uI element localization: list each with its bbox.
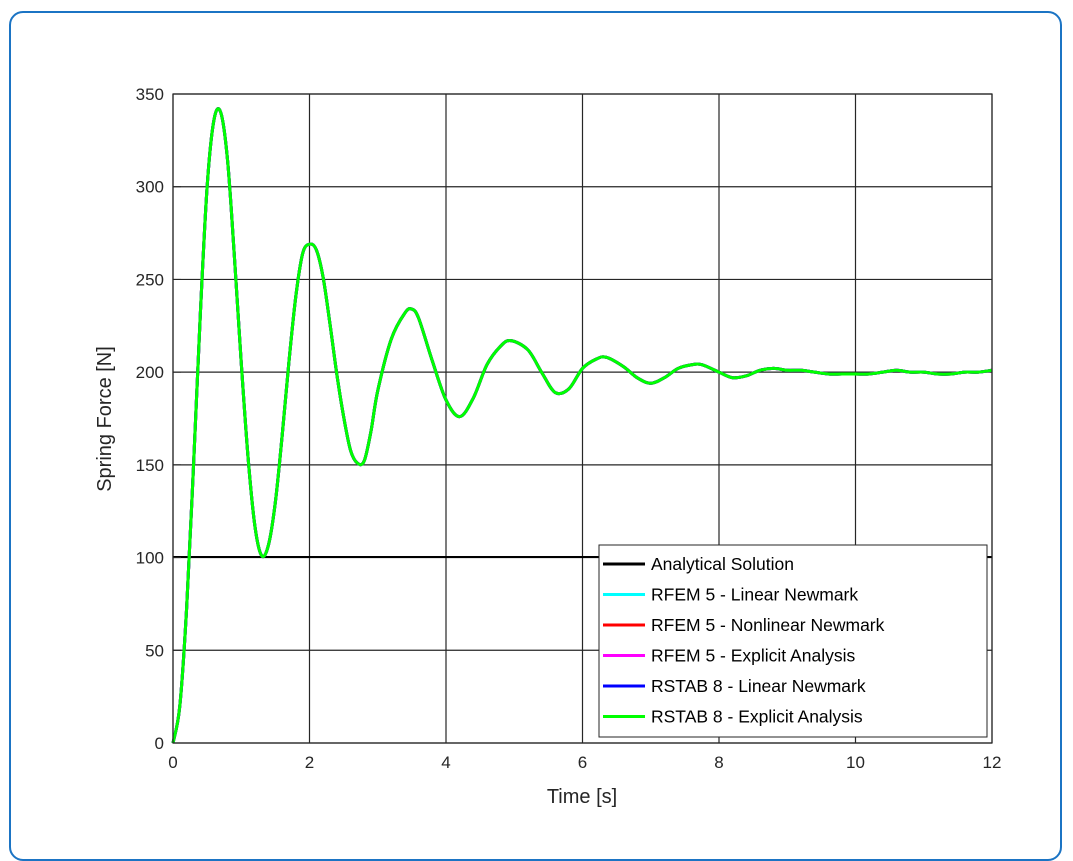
y-tick-label: 200 (136, 363, 164, 382)
legend-box (598, 544, 988, 738)
x-tick-label: 12 (983, 753, 1002, 772)
x-tick-label: 4 (441, 753, 450, 772)
series-line-rstab-8-explicit-analysis (171, 107, 993, 744)
legend-entry-label: RFEM 5 - Explicit Analysis (651, 646, 855, 666)
x-tick-label: 8 (714, 753, 723, 772)
legend-entry-label: RSTAB 8 - Linear Newmark (651, 676, 866, 696)
legend-entry-label: RSTAB 8 - Explicit Analysis (651, 707, 863, 727)
legend-entry-label: RFEM 5 - Linear Newmark (651, 585, 858, 605)
x-tick-label: 0 (168, 753, 177, 772)
y-axis-label: Spring Force [N] (94, 346, 116, 492)
y-tick-label: 100 (136, 549, 164, 568)
y-tick-label: 150 (136, 456, 164, 475)
x-axis-label: Time [s] (547, 786, 617, 808)
y-tick-label: 0 (155, 734, 164, 753)
y-tick-label: 50 (145, 641, 164, 660)
y-tick-label: 350 (136, 85, 164, 104)
legend-entry-label: Analytical Solution (651, 554, 794, 574)
y-axis-ticks: 0 50 100 150 200 250 300 350 (136, 85, 181, 753)
x-axis-ticks: 0 2 4 6 8 10 12 (168, 735, 1001, 772)
legend-entry-label: RFEM 5 - Nonlinear Newmark (651, 615, 885, 635)
line-chart: 0 2 4 6 8 10 12 0 50 100 150 200 250 300 350 Time [s]… (94, 85, 1001, 808)
y-tick-label: 250 (136, 270, 164, 289)
x-tick-label: 2 (305, 753, 314, 772)
x-tick-label: 6 (578, 753, 587, 772)
legend: Analytical Solution RFEM 5 - Linear Newma… (598, 544, 988, 738)
x-tick-label: 10 (846, 753, 865, 772)
series-layer (171, 107, 993, 744)
y-tick-label: 300 (136, 178, 164, 197)
